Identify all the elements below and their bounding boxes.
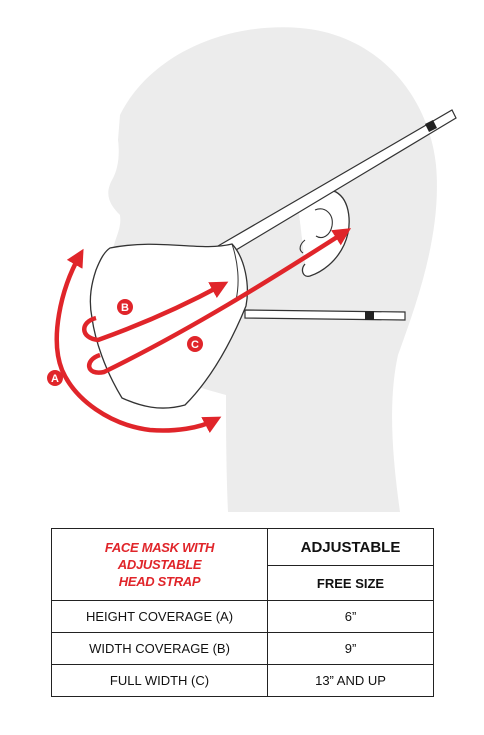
head-silhouette <box>108 27 437 513</box>
table-row: FULL WIDTH (C) 13” AND UP <box>51 664 434 697</box>
label-b: B <box>121 302 129 314</box>
row-value: 13” AND UP <box>267 664 434 697</box>
table-row: HEIGHT COVERAGE (A) 6” <box>51 600 434 633</box>
row-value: 6” <box>267 600 434 633</box>
table-row: WIDTH COVERAGE (B) 9” <box>51 632 434 665</box>
header-free-size: FREE SIZE <box>267 565 434 601</box>
row-label: HEIGHT COVERAGE (A) <box>51 600 268 633</box>
label-a: A <box>51 373 59 385</box>
label-c-badge: C <box>187 336 203 352</box>
size-table: FACE MASK WITH ADJUSTABLE HEAD STRAP ADJ… <box>51 528 434 697</box>
row-label: FULL WIDTH (C) <box>51 664 268 697</box>
table-title: FACE MASK WITH ADJUSTABLE HEAD STRAP <box>51 528 268 601</box>
lower-strap <box>244 309 406 321</box>
arrow-c <box>87 228 352 375</box>
row-label: WIDTH COVERAGE (B) <box>51 632 268 665</box>
label-c: C <box>191 339 199 351</box>
row-value: 9” <box>267 632 434 665</box>
mask-diagram: A B C <box>47 27 457 513</box>
title-line: FACE MASK WITH <box>104 540 215 555</box>
title-line: HEAD STRAP <box>118 574 201 589</box>
label-b-badge: B <box>117 299 133 315</box>
label-a-badge: A <box>47 370 63 386</box>
arrow-a <box>54 248 222 434</box>
title-line: ADJUSTABLE <box>117 557 202 572</box>
arrow-b <box>82 281 229 343</box>
header-adjustable: ADJUSTABLE <box>267 528 434 566</box>
